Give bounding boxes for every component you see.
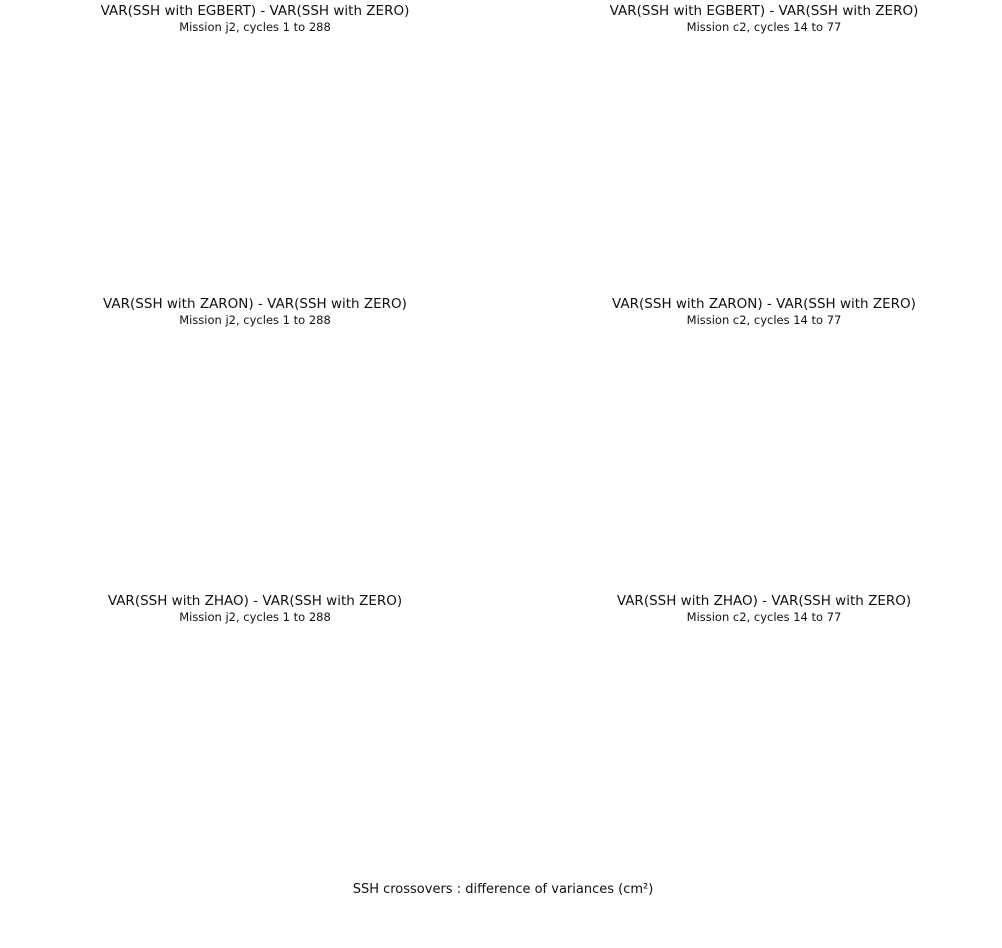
- panel-subtitle-zhao-c2: Mission c2, cycles 14 to 77: [686, 610, 842, 624]
- map-canvas-zhao-c2: [530, 628, 992, 863]
- panel-title-zaron-j2: VAR(SSH with ZARON) - VAR(SSH with ZERO): [103, 296, 407, 312]
- panel-subtitle-egbert-c2: Mission c2, cycles 14 to 77: [686, 20, 842, 34]
- panel-title-zhao-c2: VAR(SSH with ZHAO) - VAR(SSH with ZERO): [616, 593, 912, 609]
- colorbar: [213, 905, 793, 921]
- panel-subtitle-egbert-j2: Mission j2, cycles 1 to 288: [179, 20, 331, 34]
- map-canvas-zaron-c2: [530, 331, 992, 566]
- panel-title-zaron-c2: VAR(SSH with ZARON) - VAR(SSH with ZERO): [612, 296, 916, 312]
- map-canvas-zaron-j2: [21, 331, 483, 566]
- panel-subtitle-zaron-j2: Mission j2, cycles 1 to 288: [179, 313, 331, 327]
- colorbar-label: SSH crossovers : difference of variances…: [352, 882, 654, 897]
- panel-subtitle-zaron-c2: Mission c2, cycles 14 to 77: [686, 313, 842, 327]
- map-canvas-zhao-j2: [21, 628, 483, 863]
- panel-title-egbert-c2: VAR(SSH with EGBERT) - VAR(SSH with ZERO…: [609, 3, 919, 19]
- map-canvas-egbert-j2: [21, 38, 483, 273]
- panel-title-zhao-j2: VAR(SSH with ZHAO) - VAR(SSH with ZERO): [107, 593, 403, 609]
- map-canvas-egbert-c2: [530, 38, 992, 273]
- panel-subtitle-zhao-j2: Mission j2, cycles 1 to 288: [179, 610, 331, 624]
- panel-title-egbert-j2: VAR(SSH with EGBERT) - VAR(SSH with ZERO…: [100, 3, 410, 19]
